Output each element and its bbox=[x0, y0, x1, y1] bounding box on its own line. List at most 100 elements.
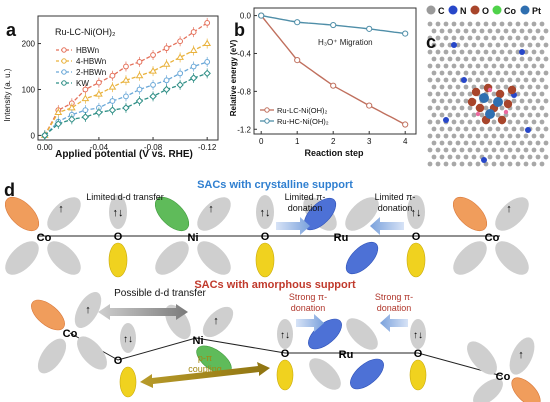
electron-up: ↑ bbox=[85, 304, 91, 316]
carbon-atom bbox=[471, 112, 477, 118]
chart-a-legend-label: KW bbox=[76, 79, 89, 88]
carbon-atom bbox=[543, 84, 549, 90]
carbon-atom bbox=[523, 105, 529, 111]
carbon-atom bbox=[475, 133, 481, 139]
carbon-atom bbox=[507, 161, 513, 167]
carbon-atom bbox=[511, 112, 517, 118]
nitrogen-atom bbox=[525, 127, 531, 133]
carbon-atom bbox=[495, 84, 501, 90]
atom-label-o: O bbox=[412, 231, 421, 243]
carbon-atom bbox=[467, 147, 473, 153]
carbon-atom bbox=[439, 126, 445, 132]
carbon-atom bbox=[475, 35, 481, 41]
chart-a-point bbox=[189, 74, 198, 82]
carbon-atom bbox=[431, 154, 437, 160]
p-pi-coupling-label-b: coupling bbox=[188, 364, 222, 374]
co-orbital-lobe bbox=[509, 337, 535, 375]
carbon-atom bbox=[459, 119, 465, 125]
carbon-atom bbox=[515, 49, 521, 55]
crystalline-title: SACs with crystalline support bbox=[197, 179, 353, 191]
carbon-atom bbox=[531, 161, 537, 167]
carbon-atom bbox=[463, 154, 469, 160]
limited-pi-label-1b: donation bbox=[288, 203, 323, 213]
carbon-atom bbox=[471, 140, 477, 146]
carbon-atom bbox=[479, 84, 485, 90]
ni-orbital-lobe bbox=[197, 241, 231, 275]
legend-atom-c-icon bbox=[426, 5, 436, 15]
chart-a-point bbox=[190, 29, 197, 35]
carbon-atom bbox=[439, 84, 445, 90]
carbon-atom bbox=[435, 77, 441, 83]
carbon-atom bbox=[467, 105, 473, 111]
carbon-atom bbox=[483, 21, 489, 27]
carbon-atom bbox=[435, 49, 441, 55]
o-orbital-lobe bbox=[109, 195, 127, 229]
chart-a-point bbox=[95, 90, 103, 97]
carbon-atom bbox=[451, 35, 457, 41]
carbon-atom bbox=[495, 42, 501, 48]
chart-b-point bbox=[258, 12, 265, 19]
chart-a-legend-marker bbox=[61, 58, 67, 64]
carbon-atom bbox=[499, 161, 505, 167]
carbon-atom bbox=[427, 119, 433, 125]
carbon-atom bbox=[455, 70, 461, 76]
chart-a-point bbox=[176, 81, 184, 89]
carbon-atom bbox=[467, 91, 473, 97]
chart-b-legend-label: Ru-LC-Ni(OH)₂ bbox=[277, 106, 327, 115]
nitrogen-atom bbox=[481, 157, 487, 163]
chart-b-frame bbox=[253, 7, 417, 135]
chart-a-ylabel: Intensity (a. u.) bbox=[3, 68, 12, 121]
carbon-atom bbox=[443, 133, 449, 139]
panel-label-c: c bbox=[426, 32, 436, 52]
chart-b-point bbox=[402, 30, 409, 37]
carbon-atom bbox=[451, 161, 457, 167]
carbon-atom bbox=[515, 21, 521, 27]
carbon-atom bbox=[439, 56, 445, 62]
carbon-atom bbox=[431, 98, 437, 104]
carbon-atom bbox=[515, 77, 521, 83]
carbon-atom bbox=[487, 28, 493, 34]
carbon-atom bbox=[435, 35, 441, 41]
carbon-atom bbox=[543, 112, 549, 118]
carbon-atom bbox=[527, 28, 533, 34]
carbon-atom bbox=[447, 140, 453, 146]
chart-b-point bbox=[366, 102, 373, 109]
strong-pi-label-1b: donation bbox=[291, 303, 326, 313]
carbon-atom bbox=[507, 119, 513, 125]
ni-orbital-lobe bbox=[154, 196, 190, 232]
carbon-atom bbox=[535, 154, 541, 160]
carbon-atom bbox=[543, 70, 549, 76]
carbon-atom bbox=[427, 63, 433, 69]
oxygen-atom bbox=[475, 103, 485, 113]
carbon-atom bbox=[459, 147, 465, 153]
carbon-atom bbox=[439, 154, 445, 160]
chart-a-point bbox=[54, 108, 63, 115]
chart-b-point bbox=[294, 19, 301, 26]
chart-b-ytick-label: -1.2 bbox=[237, 125, 251, 134]
co-orbital-lobe bbox=[511, 377, 541, 402]
o-orbital-lobe bbox=[277, 319, 293, 349]
legend-atom-n-icon bbox=[448, 5, 458, 15]
carbon-atom bbox=[447, 84, 453, 90]
ru-orbital-lobe bbox=[345, 241, 379, 275]
carbon-atom bbox=[519, 98, 525, 104]
chart-a-series-line bbox=[44, 42, 208, 136]
chart-a-point bbox=[123, 93, 129, 100]
co-orbital-lobe bbox=[74, 291, 102, 329]
legend-atom-pt-icon bbox=[520, 5, 530, 15]
carbon-atom bbox=[543, 154, 549, 160]
carbon-atom bbox=[523, 161, 529, 167]
carbon-atom bbox=[531, 105, 537, 111]
carbon-atom bbox=[519, 126, 525, 132]
hydrogen-atom bbox=[475, 111, 481, 117]
chart-b-xtick-label: 1 bbox=[295, 137, 300, 146]
carbon-atom bbox=[427, 161, 433, 167]
chart-a-point bbox=[109, 72, 116, 79]
carbon-atom bbox=[455, 112, 461, 118]
carbon-atom bbox=[499, 21, 505, 27]
carbon-atom bbox=[519, 56, 525, 62]
carbon-atom bbox=[543, 42, 549, 48]
carbon-atom bbox=[499, 49, 505, 55]
carbon-atom bbox=[479, 70, 485, 76]
carbon-atom bbox=[483, 77, 489, 83]
